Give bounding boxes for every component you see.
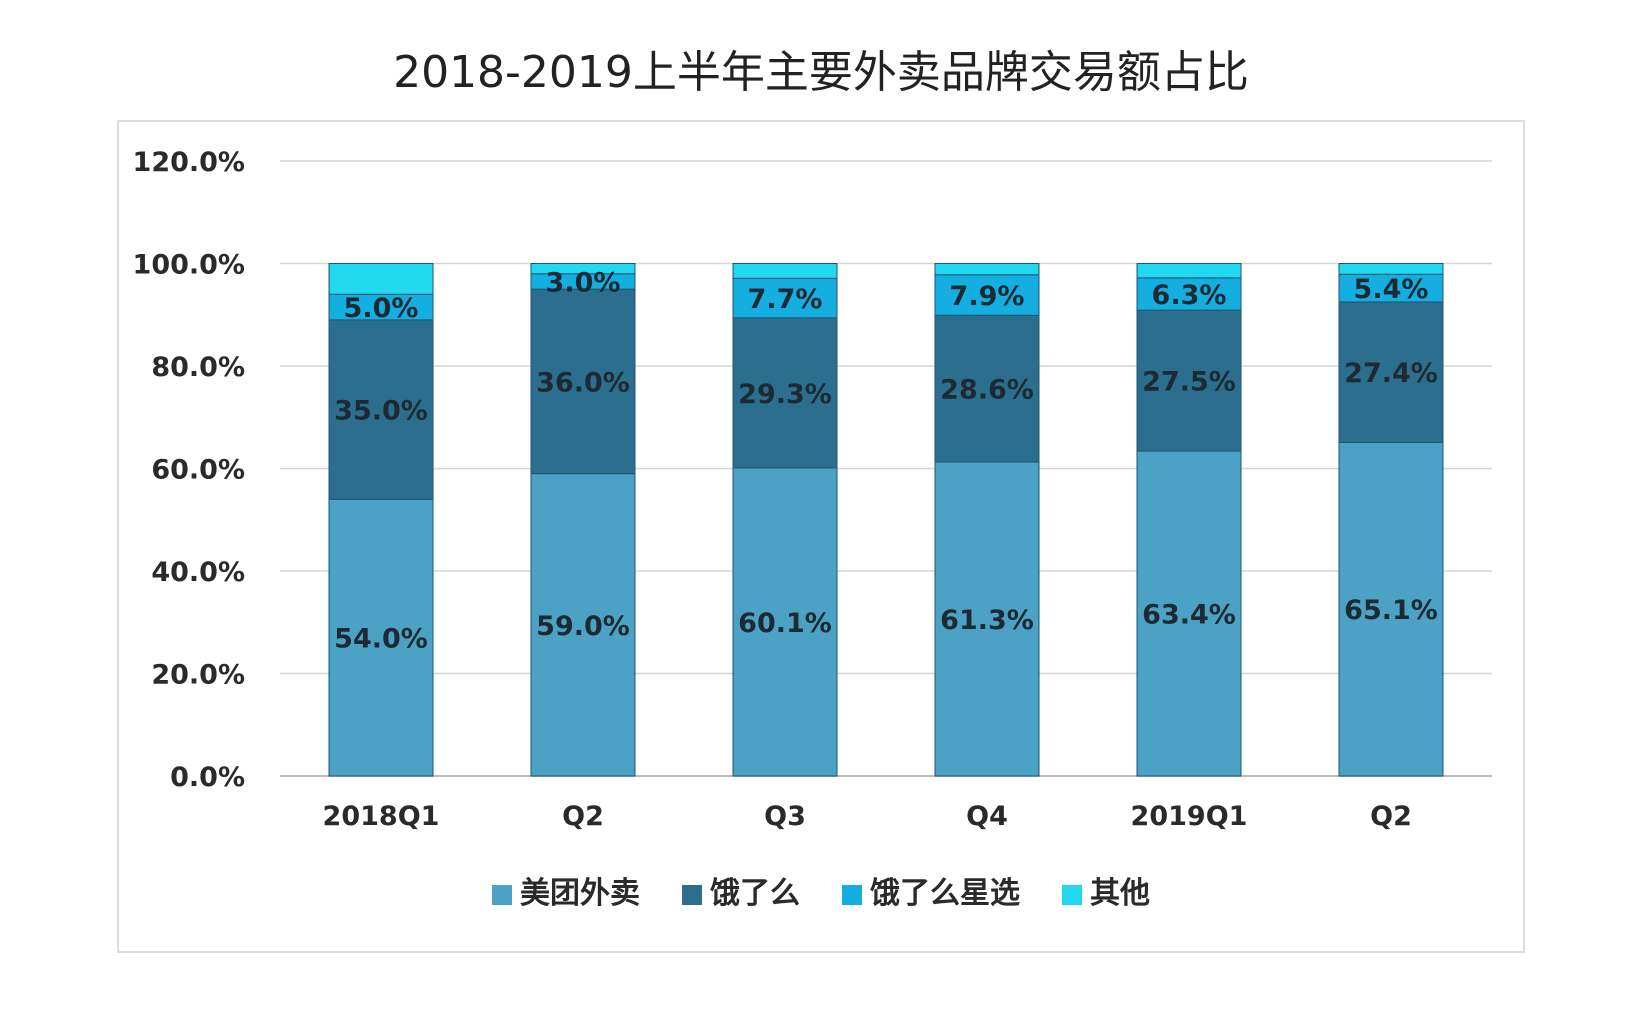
bar-segment <box>934 461 1040 777</box>
legend-item: 饿了么 <box>682 876 800 911</box>
legend-item: 其他 <box>1062 876 1150 911</box>
bars <box>328 263 1444 777</box>
y-tick-label: 100.0% <box>133 250 245 281</box>
data-label: 59.0% <box>536 611 630 642</box>
bar-segment <box>1136 309 1242 452</box>
bar-segment <box>1338 263 1444 275</box>
bar-segment <box>328 293 434 321</box>
legend-label: 饿了么星选 <box>870 876 1020 911</box>
bar-segment <box>732 467 838 777</box>
data-label: 35.0% <box>334 396 428 427</box>
x-tick-label: Q3 <box>764 801 806 832</box>
bar-segment <box>328 319 434 500</box>
data-label: 36.0% <box>536 367 630 398</box>
legend-label: 饿了么 <box>710 876 800 911</box>
y-tick-label: 40.0% <box>151 557 245 588</box>
bar-segment <box>732 263 838 279</box>
data-label: 27.4% <box>1344 358 1438 389</box>
bar-segment <box>328 263 434 295</box>
x-tick-label: 2019Q1 <box>1131 801 1248 832</box>
data-label: 5.0% <box>344 293 419 324</box>
x-tick-label: Q2 <box>1370 801 1412 832</box>
bar-segment <box>530 263 636 275</box>
bar-segment <box>1338 301 1444 443</box>
x-tick-label: Q4 <box>966 801 1008 832</box>
x-axis: 2018Q1 Q2 Q3 Q4 2019Q1 Q2 <box>323 801 1412 832</box>
y-axis: 0.0% 20.0% 40.0% 60.0% 80.0% 100.0% 120.0% <box>133 147 245 793</box>
bar-segment <box>934 314 1040 463</box>
chart-title: 2018-2019上半年主要外卖品牌交易额占比 <box>393 47 1249 98</box>
data-label: 7.7% <box>748 284 823 315</box>
gridlines <box>280 160 1492 777</box>
data-label: 6.3% <box>1152 280 1227 311</box>
legend-swatch <box>492 885 512 905</box>
data-label: 65.1% <box>1344 595 1438 626</box>
legend-label: 其他 <box>1090 876 1150 911</box>
y-tick-label: 80.0% <box>151 352 245 383</box>
data-label: 61.3% <box>940 605 1034 636</box>
legend: 美团外卖 饿了么 饿了么星选 其他 <box>492 876 1150 911</box>
legend-swatch <box>1062 885 1082 905</box>
y-tick-label: 0.0% <box>170 762 245 793</box>
legend-label: 美团外卖 <box>520 876 640 911</box>
y-tick-label: 60.0% <box>151 455 245 486</box>
legend-swatch <box>842 885 862 905</box>
y-tick-label: 120.0% <box>133 147 245 178</box>
bar-segment <box>934 263 1040 276</box>
bar-segment <box>732 317 838 469</box>
x-tick-label: 2018Q1 <box>323 801 440 832</box>
bar-segment <box>934 274 1040 316</box>
x-tick-label: Q2 <box>562 801 604 832</box>
bar-segment <box>1136 277 1242 311</box>
bar-segment <box>328 498 434 777</box>
bar-segment <box>1136 263 1242 279</box>
data-labels: 54.0% 35.0% 5.0% 59.0% 36.0% 3.0% 60.1% 29.3% 7.… <box>334 267 1438 654</box>
bar-segment <box>530 288 636 475</box>
bar-segment <box>1136 450 1242 777</box>
data-label: 27.5% <box>1142 367 1236 398</box>
bar-segment <box>530 473 636 777</box>
data-label: 63.4% <box>1142 600 1236 631</box>
data-label: 7.9% <box>950 281 1025 312</box>
y-tick-label: 20.0% <box>151 660 245 691</box>
legend-item: 饿了么星选 <box>842 876 1020 911</box>
bar-segment <box>1338 273 1444 303</box>
data-label: 5.4% <box>1354 274 1429 305</box>
data-label: 60.1% <box>738 608 832 639</box>
legend-item: 美团外卖 <box>492 876 640 911</box>
legend-swatch <box>682 885 702 905</box>
data-label: 29.3% <box>738 379 832 410</box>
legend-items: 美团外卖 饿了么 饿了么星选 其他 <box>492 876 1150 911</box>
data-label: 3.0% <box>546 267 621 298</box>
data-label: 28.6% <box>940 375 1034 406</box>
data-label: 54.0% <box>334 624 428 655</box>
bar-segment <box>732 277 838 319</box>
